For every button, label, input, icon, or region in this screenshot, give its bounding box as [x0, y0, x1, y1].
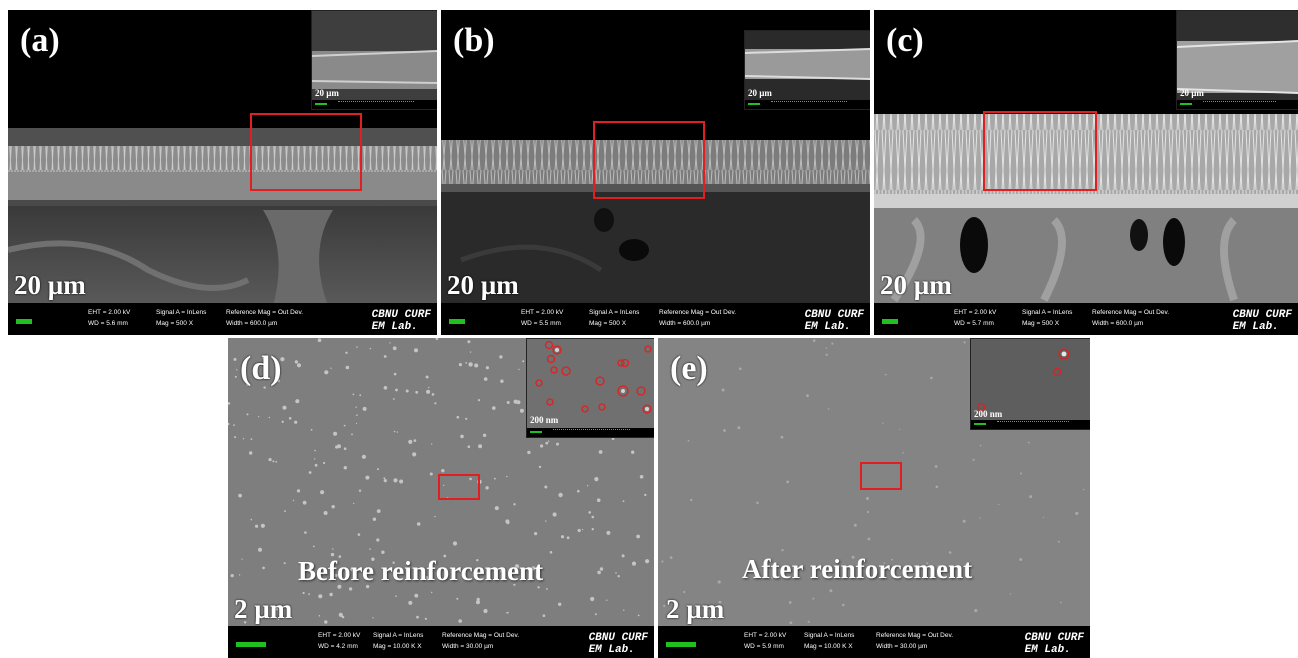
scale-bar-e — [666, 642, 696, 647]
info-ref-b: Reference Mag = Out Dev. — [659, 309, 737, 316]
info-wd-d: WD = 4.2 mm — [318, 643, 358, 650]
inset-d: 200 nm — [526, 338, 654, 438]
inset-info-bar-b — [745, 100, 870, 109]
info-eht-e: EHT = 2.00 kV — [744, 632, 787, 639]
info-bar-d: EHT = 2.00 kV WD = 4.2 mm Signal A = InLe… — [228, 626, 654, 658]
sem-panel-a: 20 µm (a) 20 µm EHT = 2.00 kV WD = 5.6 mm… — [8, 10, 437, 335]
highlight-box-a — [250, 113, 362, 191]
inset-b: 20 µm — [744, 30, 870, 110]
sem-panel-c: 20 µm (c) 20 µm EHT = 2.00 kV WD = 5.7 mm… — [874, 10, 1298, 335]
inset-image-e — [971, 339, 1090, 429]
info-bar-a: EHT = 2.00 kV WD = 5.6 mm Signal A = InLe… — [8, 303, 437, 335]
info-wd-e: WD = 5.9 mm — [744, 643, 784, 650]
info-width-e: Width = 30.00 µm — [876, 643, 928, 650]
panel-label-d: (d) — [240, 350, 282, 387]
info-mag-d: Mag = 10.00 K X — [373, 643, 422, 650]
info-eht-d: EHT = 2.00 kV — [318, 632, 361, 639]
panel-label-b: (b) — [453, 22, 495, 59]
highlight-box-e — [860, 462, 902, 490]
info-width-b: Width = 600.0 µm — [659, 320, 711, 327]
info-ref-c: Reference Mag = Out Dev. — [1092, 309, 1170, 316]
info-ref-d: Reference Mag = Out Dev. — [442, 632, 520, 639]
sem-panel-d: 200 nm (d) Before reinforcement 2 µm EHT… — [228, 338, 654, 658]
lab-logo-e: CBNU CURF EM Lab. — [1024, 632, 1084, 656]
scale-label-c: 20 µm — [880, 270, 952, 300]
inset-info-bar-c — [1177, 100, 1298, 109]
highlight-box-c — [983, 111, 1097, 191]
info-eht-a: EHT = 2.00 kV — [88, 309, 131, 316]
inset-c: 20 µm — [1176, 10, 1298, 110]
inset-image-a — [312, 11, 437, 109]
inset-info-bar-e — [971, 420, 1090, 429]
info-eht-c: EHT = 2.00 kV — [954, 309, 997, 316]
panel-label-c: (c) — [886, 22, 924, 59]
lab-logo-a: CBNU CURF EM Lab. — [371, 309, 431, 333]
sem-panel-e: 200 nm (e) After reinforcement 2 µm EHT … — [658, 338, 1090, 658]
sem-image-c — [874, 10, 1298, 304]
info-signal-b: Signal A = InLens — [589, 309, 640, 316]
info-signal-e: Signal A = InLens — [804, 632, 855, 639]
inset-scale-a: 20 µm — [315, 88, 339, 98]
inset-e: 200 nm — [970, 338, 1090, 430]
info-bar-b: EHT = 2.00 kV WD = 5.5 mm Signal A = InLe… — [441, 303, 870, 335]
scale-label-a: 20 µm — [14, 270, 86, 300]
scale-bar-d — [236, 642, 266, 647]
highlight-box-d — [438, 474, 480, 500]
info-mag-e: Mag = 10.00 K X — [804, 643, 853, 650]
panel-label-e: (e) — [670, 350, 708, 387]
scale-label-b: 20 µm — [447, 270, 519, 300]
info-wd-a: WD = 5.6 mm — [88, 320, 128, 327]
inset-scale-e: 200 nm — [974, 409, 1003, 419]
info-eht-b: EHT = 2.00 kV — [521, 309, 564, 316]
caption-d: Before reinforcement — [298, 556, 544, 586]
inset-image-b — [745, 31, 870, 109]
scale-label-d: 2 µm — [234, 594, 293, 624]
inset-scale-b: 20 µm — [748, 88, 772, 98]
info-signal-a: Signal A = InLens — [156, 309, 207, 316]
inset-info-bar-a — [312, 100, 437, 109]
inset-scale-d: 200 nm — [530, 415, 559, 425]
info-bar-e: EHT = 2.00 kV WD = 5.9 mm Signal A = InLe… — [658, 626, 1090, 658]
lab-logo-b: CBNU CURF EM Lab. — [804, 309, 864, 333]
inset-image-d — [527, 339, 654, 437]
info-mag-c: Mag = 500 X — [1022, 320, 1060, 327]
info-wd-b: WD = 5.5 mm — [521, 320, 561, 327]
info-ref-a: Reference Mag = Out Dev. — [226, 309, 304, 316]
inset-scale-c: 20 µm — [1180, 88, 1204, 98]
sem-image-b — [441, 10, 870, 304]
info-mag-a: Mag = 500 X — [156, 320, 194, 327]
scale-bar-a — [16, 319, 32, 324]
info-width-d: Width = 30.00 µm — [442, 643, 494, 650]
lab-logo-c: CBNU CURF EM Lab. — [1232, 309, 1292, 333]
inset-a: 20 µm — [311, 10, 437, 110]
panel-label-a: (a) — [20, 22, 60, 59]
inset-image-c — [1177, 11, 1298, 109]
scale-bar-b — [449, 319, 465, 324]
scale-bar-c — [882, 319, 898, 324]
lab-logo-d: CBNU CURF EM Lab. — [588, 632, 648, 656]
caption-e: After reinforcement — [742, 554, 973, 584]
info-bar-c: EHT = 2.00 kV WD = 5.7 mm Signal A = InLe… — [874, 303, 1298, 335]
info-signal-c: Signal A = InLens — [1022, 309, 1073, 316]
sem-panel-b: 20 µm (b) 20 µm EHT = 2.00 kV WD = 5.5 mm… — [441, 10, 870, 335]
info-ref-e: Reference Mag = Out Dev. — [876, 632, 954, 639]
inset-info-bar-d — [527, 428, 654, 437]
scale-label-e: 2 µm — [666, 594, 725, 624]
info-mag-b: Mag = 500 X — [589, 320, 627, 327]
info-signal-d: Signal A = InLens — [373, 632, 424, 639]
highlight-box-b — [593, 121, 705, 199]
info-width-c: Width = 600.0 µm — [1092, 320, 1144, 327]
info-wd-c: WD = 5.7 mm — [954, 320, 994, 327]
info-width-a: Width = 600.0 µm — [226, 320, 278, 327]
